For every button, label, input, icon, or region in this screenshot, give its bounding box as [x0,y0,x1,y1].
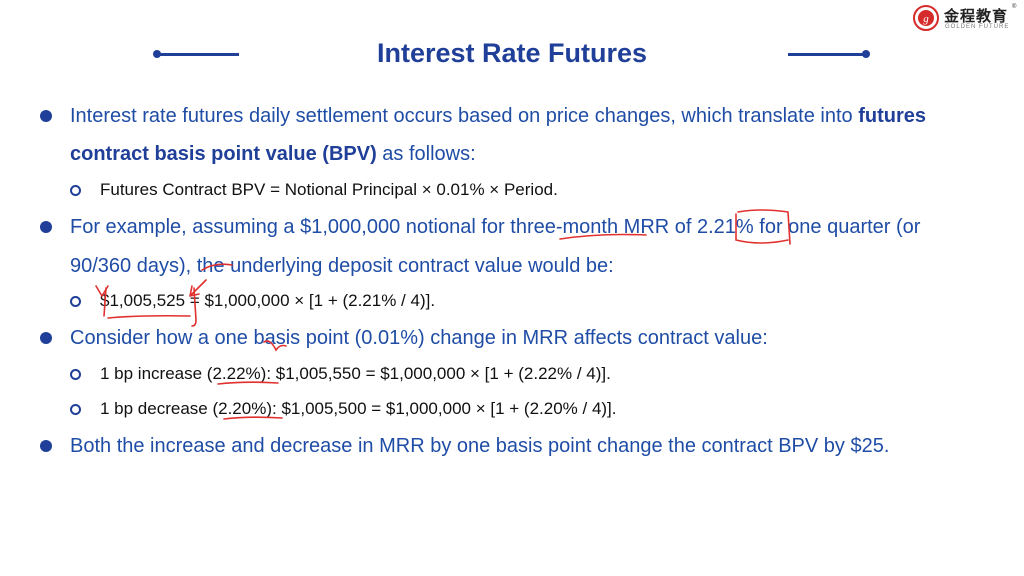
hollow-bullet-icon [70,404,81,415]
golden-future-logo-icon: g [913,5,939,31]
hollow-bullet-icon [70,185,81,196]
hollow-bullet-icon [70,369,81,380]
logo-chinese-text: 金程教育 [944,8,1009,25]
logo-english-text: GOLDEN FUTURE [945,24,1010,30]
title-bar: Interest Rate Futures [0,34,1024,78]
bullet-dot-icon [40,110,52,122]
logo-registered-mark: ® [1012,4,1017,10]
underline-1005525 [107,314,191,319]
title-line-left [157,53,239,56]
title-dot-right [862,50,870,58]
bullet-dot-icon [40,440,52,452]
bullet-dot-icon [40,332,52,344]
hollow-bullet-icon [70,296,81,307]
logo: g 金程教育 ® GOLDEN FUTURE [912,4,1020,34]
page-title: Interest Rate Futures [376,38,648,68]
svg-text:g: g [923,13,929,25]
bullet-dot-icon [40,221,52,233]
title-line-right [788,53,866,56]
